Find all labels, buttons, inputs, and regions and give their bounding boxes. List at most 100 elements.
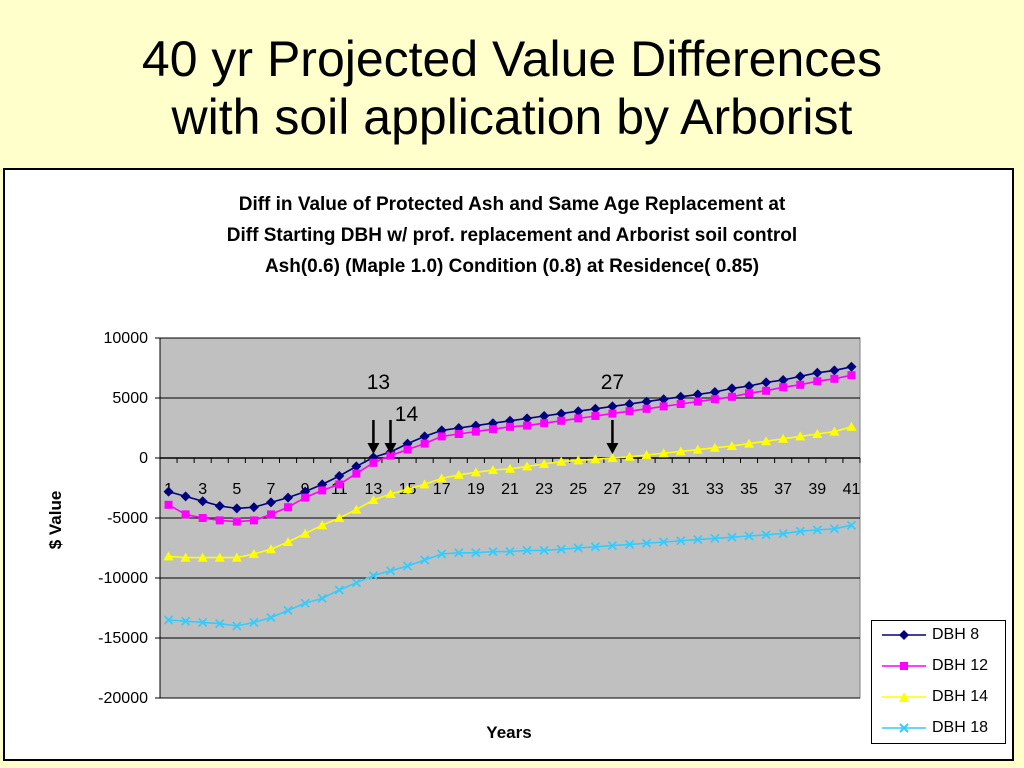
data-point — [539, 459, 550, 468]
data-point — [590, 454, 601, 464]
data-point — [539, 411, 550, 421]
data-point — [761, 436, 772, 446]
data-point — [385, 566, 396, 576]
x-tick-label: 13 — [365, 481, 383, 498]
data-point — [402, 484, 413, 494]
data-point — [830, 374, 839, 383]
x-tick-label: 35 — [740, 481, 758, 498]
data-point — [556, 544, 566, 554]
data-point — [624, 399, 635, 409]
data-point — [573, 543, 583, 553]
data-point — [778, 375, 789, 385]
x-tick-label: 29 — [638, 481, 656, 498]
data-point — [778, 528, 788, 539]
data-point — [266, 612, 276, 623]
data-point — [317, 593, 327, 604]
data-point — [726, 383, 737, 394]
data-point — [523, 421, 532, 430]
data-point — [675, 446, 686, 456]
data-point — [658, 394, 669, 405]
data-point — [437, 549, 447, 559]
y-tick-label: -10000 — [98, 570, 148, 587]
data-point — [334, 471, 345, 481]
data-point — [506, 422, 514, 431]
data-point — [779, 383, 788, 392]
data-point — [505, 546, 515, 557]
x-tick-label: 31 — [672, 481, 690, 498]
data-point — [232, 621, 242, 631]
data-point — [436, 473, 447, 483]
slide-title: 40 yr Projected Value Differences with s… — [0, 30, 1024, 146]
y-tick-label: -15000 — [98, 630, 148, 647]
data-point — [710, 395, 719, 404]
data-point — [795, 371, 806, 382]
annotation-label: 14 — [395, 403, 419, 426]
slide-title-line-1: 40 yr Projected Value Differences — [141, 31, 883, 87]
data-point — [829, 426, 840, 436]
data-point — [164, 500, 173, 509]
y-axis-label: $ Value — [46, 491, 65, 550]
chart-title-line-1: Diff in Value of Protected Ash and Same … — [239, 194, 786, 215]
data-point — [300, 528, 311, 538]
data-point — [488, 425, 497, 434]
data-point — [574, 414, 583, 423]
legend-marker-dbh-18 — [882, 723, 926, 733]
data-point — [198, 514, 207, 522]
chart-title-line-3: Ash(0.6) (Maple 1.0) Condition (0.8) at … — [265, 256, 759, 277]
data-point — [556, 456, 567, 466]
x-tick-label: 33 — [706, 481, 724, 498]
data-point — [180, 491, 191, 502]
data-point — [556, 408, 567, 419]
y-tick-label: 0 — [139, 450, 148, 467]
data-point — [180, 552, 191, 562]
data-point — [214, 552, 225, 562]
data-point — [795, 526, 805, 536]
data-point — [249, 516, 258, 525]
data-point — [163, 486, 174, 497]
data-point — [419, 479, 430, 489]
data-point — [812, 367, 823, 378]
data-point — [180, 616, 191, 626]
data-point — [265, 544, 276, 554]
data-point — [796, 380, 805, 389]
chart-frame: Diff in Value of Protected Ash and Same … — [3, 168, 1014, 761]
data-point — [539, 545, 549, 556]
data-point — [557, 416, 566, 425]
y-tick-label: -20000 — [98, 690, 148, 707]
data-point — [540, 419, 549, 428]
data-point — [761, 530, 771, 540]
x-tick-label: 17 — [433, 481, 451, 498]
legend-label-dbh-14: DBH 14 — [932, 688, 989, 705]
annotation-label: 13 — [367, 371, 390, 394]
data-point — [573, 406, 584, 417]
data-point — [420, 439, 429, 448]
y-tick-label: -5000 — [107, 510, 148, 527]
data-point — [727, 392, 736, 401]
data-point — [437, 432, 446, 441]
x-tick-label: 5 — [232, 481, 241, 498]
data-point — [318, 486, 327, 495]
data-point — [454, 430, 463, 438]
data-point — [624, 451, 635, 461]
data-point — [726, 441, 737, 450]
data-point — [266, 510, 275, 519]
data-point — [642, 404, 651, 413]
data-point — [659, 537, 669, 547]
data-point — [284, 503, 293, 512]
x-tick-label: 25 — [569, 481, 587, 498]
data-point — [385, 489, 396, 498]
data-point — [590, 542, 601, 552]
data-point — [369, 458, 378, 467]
data-point — [522, 545, 532, 556]
x-tick-label: 27 — [604, 481, 622, 498]
data-point — [335, 480, 344, 489]
legend-label-dbh-18: DBH 18 — [932, 719, 989, 736]
data-point — [163, 551, 174, 561]
data-point — [744, 438, 755, 448]
data-point — [248, 549, 259, 558]
data-point — [812, 429, 823, 438]
data-point — [676, 400, 685, 408]
data-point — [778, 433, 789, 443]
data-point — [163, 615, 174, 625]
slide-title-line-2: with soil application by Arborist — [171, 89, 853, 145]
